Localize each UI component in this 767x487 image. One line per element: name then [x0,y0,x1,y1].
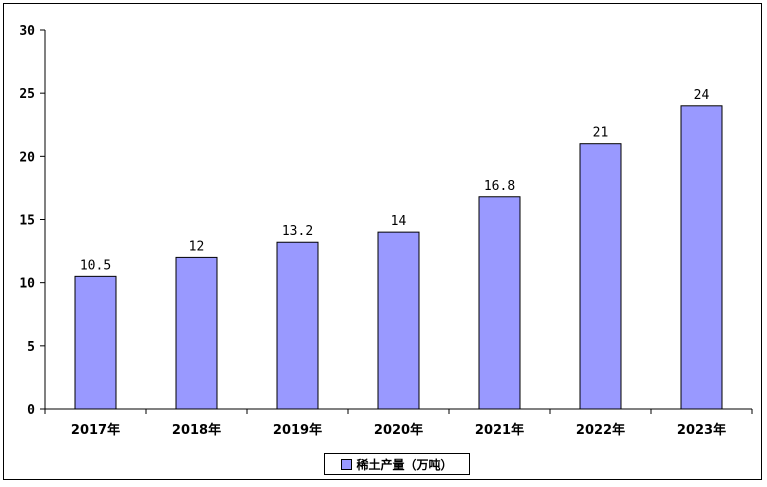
data-label: 16.8 [484,179,515,194]
y-tick-label: 25 [19,87,35,102]
y-tick-label: 20 [19,150,35,165]
y-tick-label: 5 [27,340,35,355]
legend: 稀土产量（万吨） [324,453,470,475]
x-tick-label: 2019年 [273,422,322,438]
bar [478,196,521,410]
y-tick-label: 15 [19,214,35,229]
y-tick-label: 0 [27,403,35,418]
bar [276,241,319,410]
y-tick-label: 30 [19,24,35,39]
x-tick-label: 2021年 [475,422,524,438]
x-tick-label: 2023年 [677,422,726,438]
chart-frame [3,3,762,480]
legend-swatch [341,458,353,470]
data-label: 10.5 [80,258,111,273]
bar [680,105,723,410]
bar [579,143,622,410]
x-tick-label: 2018年 [172,422,221,438]
x-tick-label: 2022年 [576,422,625,438]
y-tick-label: 10 [19,277,35,292]
bar [175,256,218,410]
chart-axes: 0 5 10 15 20 25 30 [19,24,753,418]
data-label: 13.2 [282,224,313,239]
bar [377,231,420,410]
bar [74,275,117,410]
data-label: 14 [391,214,407,229]
data-label: 21 [593,126,609,141]
x-tick-label: 2020年 [374,422,423,438]
chart-labels: 10.5 2017年 12 2018年 13.2 2019年 14 2020年 16.8 2021… [71,88,726,438]
chart-bars [74,105,723,410]
data-label: 12 [189,239,205,254]
data-label: 24 [694,88,710,103]
x-tick-label: 2017年 [71,422,120,438]
legend-label: 稀土产量（万吨） [356,457,453,472]
